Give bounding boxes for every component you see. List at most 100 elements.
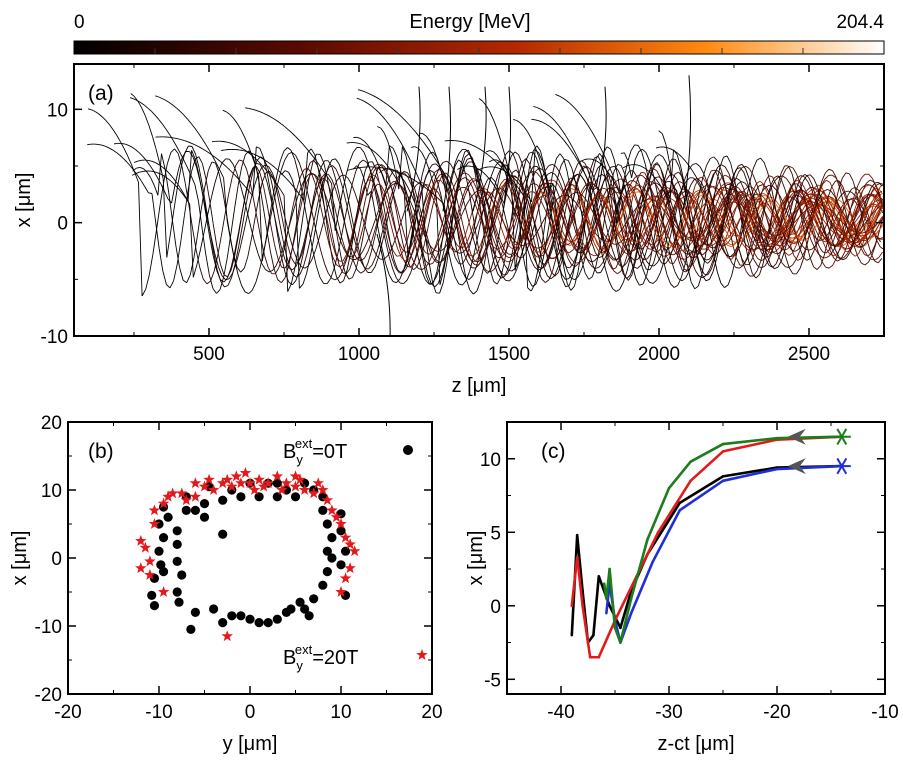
trajectory-segment [363, 244, 367, 251]
trajectory-segment [332, 167, 336, 179]
trajectory-segment [535, 248, 539, 249]
trajectory-segment [238, 274, 242, 285]
trajectory-segment [591, 131, 595, 137]
trajectory-segment [142, 289, 146, 296]
trajectory-segment [541, 109, 545, 111]
trajectory-segment [556, 154, 560, 159]
trajectory-segment [234, 144, 238, 146]
trajectory-segment [746, 166, 750, 169]
trajectory-segment [382, 116, 386, 120]
trajectory-segment [224, 275, 228, 277]
trajectory-segment [311, 149, 315, 155]
trajectory-segment [537, 146, 541, 151]
trajectory-segment [202, 139, 206, 145]
trajectory-segment [213, 288, 217, 293]
trajectory-segment [324, 263, 328, 272]
trajectory-segment [145, 116, 149, 126]
trajectory-segment [411, 147, 415, 148]
trajectory-segment [599, 144, 603, 151]
trajectory-segment [773, 186, 777, 190]
trajectory-segment [484, 152, 488, 155]
trajectory-segment [188, 119, 192, 123]
trajectory-segment [614, 160, 618, 177]
trajectory-segment [708, 171, 712, 179]
trajectory-segment [769, 176, 773, 177]
trajectory-segment [336, 169, 340, 177]
trajectory-segment [829, 169, 833, 171]
trajectory-segment [571, 286, 575, 290]
trajectory-segment [88, 109, 92, 110]
trajectory-segment [459, 149, 463, 153]
trajectory-segment [361, 144, 365, 146]
trajectory-segment [156, 149, 160, 163]
trajectory-segment [110, 125, 114, 130]
trajectory-segment [486, 151, 490, 152]
trajectory-segment [520, 123, 524, 127]
trajectory-segment [537, 173, 541, 177]
trajectory-segment [299, 223, 303, 247]
trajectory-segment [303, 144, 307, 148]
trajectory-segment [678, 153, 682, 156]
trajectory-segment [667, 275, 671, 284]
trajectory-segment [671, 284, 675, 288]
trajectory-segment [465, 154, 469, 157]
trajectory-segment [789, 265, 793, 268]
trajectory-segment [146, 275, 150, 290]
trajectory-segment [861, 263, 865, 265]
trajectory-segment [177, 242, 181, 265]
trajectory-segment [245, 108, 249, 109]
trajectory-segment [596, 267, 600, 268]
trajectory-segment [177, 139, 181, 140]
trajectory-segment [223, 142, 227, 143]
trajectory-segment [306, 187, 310, 203]
trajectory-segment [172, 184, 176, 203]
trajectory-segment [292, 133, 296, 137]
trajectory-segment [407, 154, 411, 161]
trajectory-segment [452, 265, 456, 277]
trajectory-segment [573, 107, 577, 111]
trajectory-segment [220, 170, 224, 177]
trajectory-segment [652, 157, 656, 164]
trajectory-segment [239, 150, 243, 151]
trajectory-segment [562, 130, 566, 135]
trajectory-segment [241, 268, 245, 272]
trajectory-segment [535, 120, 539, 121]
trajectory-segment [121, 143, 125, 144]
trajectory-segment [617, 271, 621, 274]
trajectory-segment [92, 110, 96, 112]
trajectory-segment [323, 188, 327, 198]
trajectory-segment [386, 264, 390, 275]
trajectory-segment [472, 179, 476, 186]
trajectory-segment [187, 275, 191, 283]
trajectory-segment [588, 125, 592, 131]
trajectory-segment [675, 172, 679, 174]
trajectory-segment [401, 117, 405, 121]
trajectory-segment [513, 170, 517, 173]
trajectory-segment [557, 132, 561, 136]
trajectory-segment [200, 267, 204, 279]
trajectory-segment [241, 148, 245, 150]
trajectory-segment [224, 165, 228, 168]
trajectory-segment [584, 171, 588, 180]
trajectory-segment [167, 152, 171, 164]
trajectory-segment [614, 244, 618, 245]
trajectory-segment [825, 169, 829, 173]
trajectory-segment [206, 254, 210, 275]
trajectory-segment [700, 252, 704, 261]
trajectory-segment [559, 126, 563, 131]
trajectory-segment [624, 153, 628, 161]
trajectory-segment [776, 255, 780, 264]
colorbar-max-label: 204.4 [836, 12, 884, 33]
trajectory-segment [531, 259, 535, 266]
trajectory-segment [581, 176, 585, 181]
trajectory-segment [222, 159, 226, 163]
trajectory-segment [159, 249, 163, 271]
trajectory-segment [807, 188, 811, 191]
trajectory-segment [296, 137, 300, 141]
trajectory-segment [291, 257, 295, 263]
trajectory-segment [271, 252, 275, 269]
trajectory-segment [474, 146, 478, 148]
trajectory-segment [281, 160, 285, 170]
trajectory-segment [609, 281, 613, 289]
trajectory-segment [614, 259, 618, 260]
